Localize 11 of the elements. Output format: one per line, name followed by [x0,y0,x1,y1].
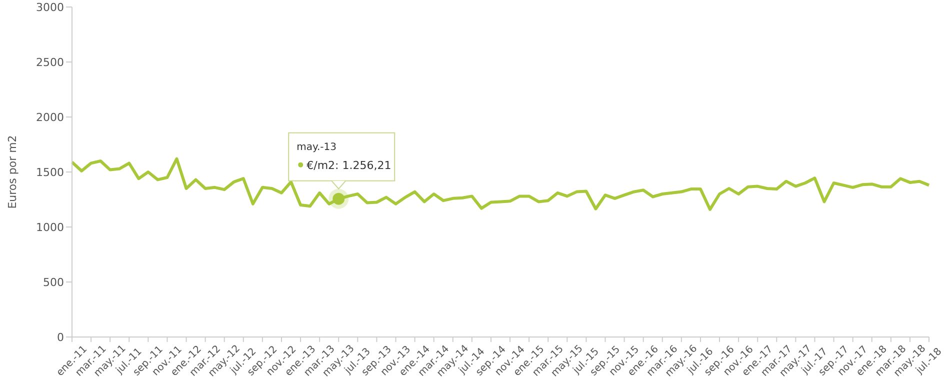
y-tick-label: 0 [57,330,64,344]
y-tick-label: 2500 [36,56,64,69]
tooltip-callout: may.-13 €/m2: 1.256,21 [288,132,396,209]
line-series [70,157,930,211]
y-axis-title: Euros por m2 [6,135,19,209]
y-tick-label: 1000 [36,220,64,234]
annotation: €/m2: 1.256,21 [306,158,392,172]
y-tick-label: 3000 [36,0,64,14]
y-tick-label: 1500 [36,166,64,179]
y-tick-label: 500 [43,276,64,289]
y-tick-label: 2000 [36,110,64,124]
